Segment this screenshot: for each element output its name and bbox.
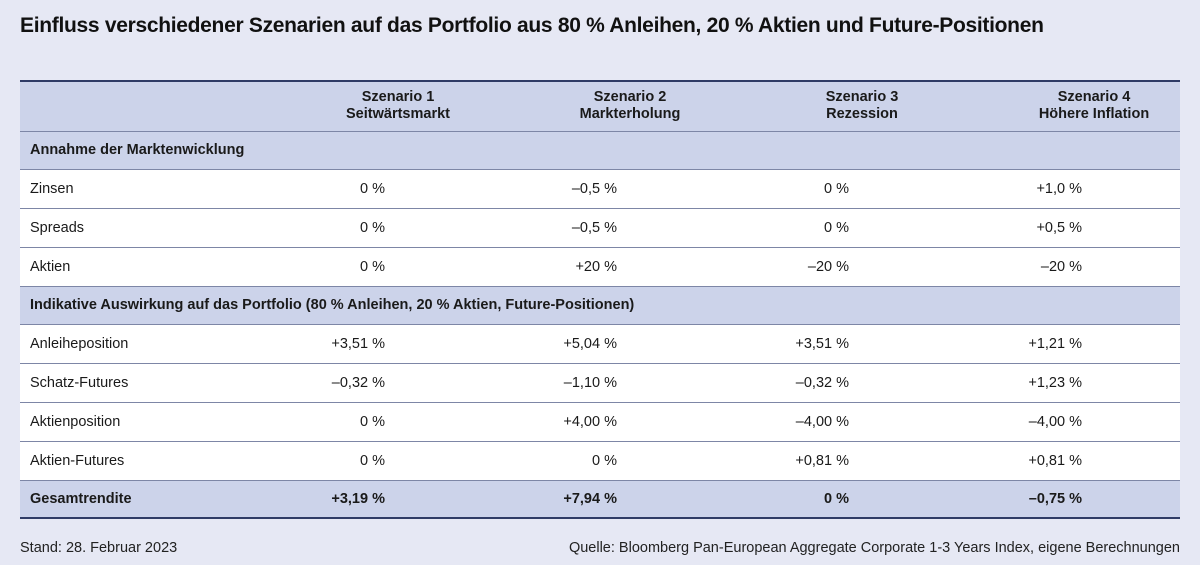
total-row: Gesamtrendite +3,19 % +7,94 % 0 % –0,75 … [20,480,1180,518]
table-cell: –20 % [1040,258,1082,275]
table-row: Aktien-Futures 0 % 0 % +0,81 % +0,81 % [20,441,1180,480]
table-cell: –0,32 % [795,374,849,391]
section-header-row: Indikative Auswirkung auf das Portfolio … [20,286,1180,324]
table-cell: +3,51 % [795,335,849,352]
table-row: Spreads 0 % –0,5 % 0 % +0,5 % [20,208,1180,247]
table-row: Aktien 0 % +20 % –20 % –20 % [20,247,1180,286]
table-cell: 0 % [360,219,385,236]
total-label: Gesamtrendite [30,490,132,507]
column-header-scenario-1: Szenario 1 Seitwärtsmarkt [252,81,484,131]
table-row: Schatz-Futures –0,32 % –1,10 % –0,32 % +… [20,363,1180,402]
section-heading-portfolio-impact: Indikative Auswirkung auf das Portfolio … [30,297,635,313]
table-cell: 0 % [592,452,617,469]
table-cell: +1,23 % [1028,374,1082,391]
table-cell: –0,5 % [571,219,617,236]
footer-date: Stand: 28. Februar 2023 [20,540,178,556]
row-label: Aktienposition [30,413,121,430]
section-heading-market-assumptions: Annahme der Marktenwicklung [30,142,245,158]
table-cell: +4,00 % [563,413,617,430]
table-cell: 0 % [360,180,385,197]
table-header-row: Szenario 1 Seitwärtsmarkt Szenario 2 Mar… [20,81,1180,131]
table-row: Aktienposition 0 % +4,00 % –4,00 % –4,00… [20,402,1180,441]
header-empty-cell [20,81,252,131]
table-cell: +0,81 % [1028,452,1082,469]
total-cell: 0 % [824,490,849,507]
page-title: Einfluss verschiedener Szenarien auf das… [20,14,1044,37]
table-cell: +0,5 % [1036,219,1082,236]
column-header-title: Szenario 2 [593,89,667,106]
scenario-table: Szenario 1 Seitwärtsmarkt Szenario 2 Mar… [20,80,1180,519]
total-cell: +7,94 % [563,490,617,507]
row-label: Aktien-Futures [30,452,125,469]
row-label: Schatz-Futures [30,374,129,391]
table-cell: +3,51 % [331,335,385,352]
table-cell: –0,5 % [571,180,617,197]
column-header-subtitle: Markterholung [579,106,681,123]
footer-source: Quelle: Bloomberg Pan-European Aggregate… [568,540,1180,556]
table-cell: –1,10 % [563,374,617,391]
column-header-subtitle: Seitwärtsmarkt [346,106,450,123]
column-header-scenario-2: Szenario 2 Markterholung [484,81,716,131]
row-label: Spreads [30,219,85,236]
column-header-scenario-3: Szenario 3 Rezession [716,81,948,131]
table-cell: +20 % [575,258,617,275]
table-cell: 0 % [824,180,849,197]
column-header-scenario-4: Szenario 4 Höhere Inflation [948,81,1180,131]
table-cell: +5,04 % [563,335,617,352]
table-cell: +1,0 % [1036,180,1082,197]
table-row: Zinsen 0 % –0,5 % 0 % +1,0 % [20,169,1180,208]
section-header-row: Annahme der Marktenwicklung [20,131,1180,169]
column-header-subtitle: Höhere Inflation [1038,106,1150,123]
table-cell: +1,21 % [1028,335,1082,352]
table-cell: –0,32 % [331,374,385,391]
total-cell: –0,75 % [1028,490,1082,507]
table-cell: 0 % [360,452,385,469]
table-cell: –4,00 % [795,413,849,430]
table-cell: –20 % [807,258,849,275]
table-cell: 0 % [360,258,385,275]
total-cell: +3,19 % [331,490,385,507]
table-cell: 0 % [824,219,849,236]
scenario-table-container: Szenario 1 Seitwärtsmarkt Szenario 2 Mar… [20,80,1180,519]
row-label: Aktien [30,258,71,275]
row-label: Anleiheposition [30,335,129,352]
table-cell: +0,81 % [795,452,849,469]
column-header-title: Szenario 3 [825,89,899,106]
table-cell: 0 % [360,413,385,430]
column-header-subtitle: Rezession [826,106,898,123]
table-cell: –4,00 % [1028,413,1082,430]
column-header-title: Szenario 1 [361,89,435,106]
column-header-title: Szenario 4 [1057,89,1131,106]
row-label: Zinsen [30,180,74,197]
table-row: Anleiheposition +3,51 % +5,04 % +3,51 % … [20,324,1180,363]
